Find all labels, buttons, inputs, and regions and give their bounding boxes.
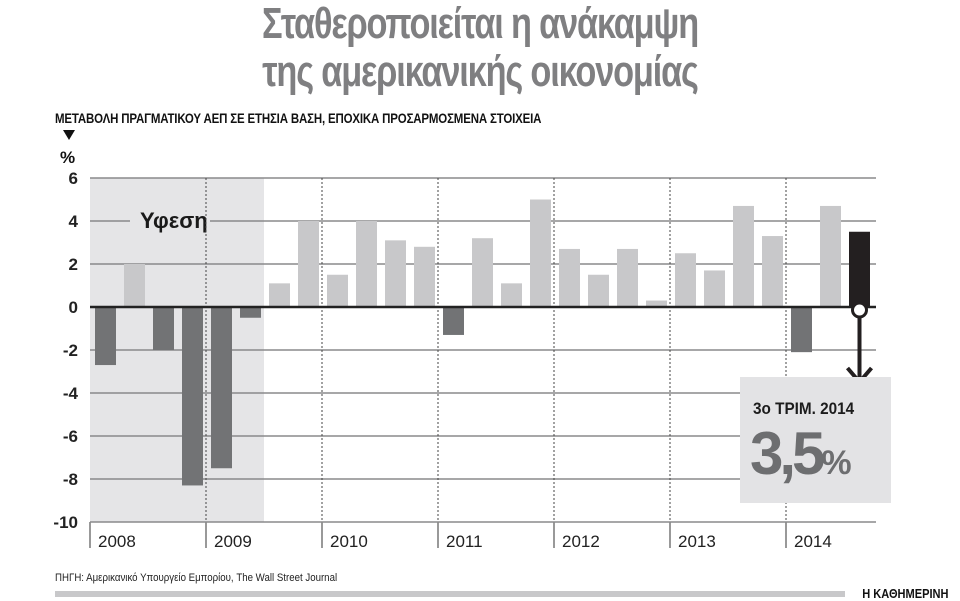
bar-2008-q4	[182, 307, 203, 486]
bar-2013-q2	[704, 270, 725, 307]
bar-2012-q4	[646, 300, 667, 307]
y-tick-label: 4	[69, 212, 79, 231]
footer-divider	[55, 591, 845, 597]
x-year-label: 2014	[794, 532, 832, 551]
bar-2012-q1	[559, 248, 580, 307]
bar-2008-q3	[153, 307, 174, 350]
callout-marker-icon	[851, 301, 868, 319]
x-year-label: 2009	[214, 532, 252, 551]
x-year-label: 2010	[330, 532, 368, 551]
bar-2009-q4	[298, 221, 319, 307]
bar-2008-q2	[124, 264, 145, 307]
callout-value: 3,5%	[750, 420, 852, 494]
callout-box: 3ο ΤΡΙΜ. 2014 3,5%	[740, 377, 891, 503]
bar-2012-q2	[588, 274, 609, 307]
bar-2011-q3	[501, 283, 522, 307]
y-tick-label: 2	[69, 255, 78, 274]
x-year-label: 2013	[678, 532, 716, 551]
x-year-label: 2011	[446, 532, 483, 551]
chart-title-line1: Σταθεροποιείται η ανάκαμψη	[261, 0, 699, 48]
bar-2009-q3	[269, 283, 290, 307]
bar-2013-q4	[762, 236, 783, 307]
bar-2013-q3	[733, 205, 754, 307]
x-year-label: 2012	[562, 532, 600, 551]
bar-2013-q1	[675, 253, 696, 307]
bar-2014-q3	[849, 231, 870, 307]
bar-2010-q1	[327, 274, 348, 307]
y-tick-label: -4	[63, 384, 79, 403]
y-tick-label: 0	[69, 298, 78, 317]
bar-2011-q2	[472, 238, 493, 307]
y-tick-label: -6	[63, 427, 78, 446]
bar-2009-q1	[211, 307, 232, 469]
bar-2010-q2	[356, 221, 377, 307]
y-tick-label: -10	[53, 513, 78, 532]
y-tick-label: -8	[63, 470, 78, 489]
callout-label: 3ο ΤΡΙΜ. 2014	[753, 399, 855, 418]
bar-2010-q4	[414, 246, 435, 307]
brand-logo: Η ΚΑΘΗΜΕΡΙΝΗ	[861, 586, 948, 601]
bar-2014-q1	[791, 307, 812, 353]
y-axis-unit: %	[60, 148, 76, 167]
bar-2010-q3	[385, 240, 406, 307]
x-year-label: 2008	[98, 532, 136, 551]
callout-number: 3,5	[750, 420, 825, 487]
recession-label: Υφεση	[140, 208, 208, 233]
bar-2011-q4	[530, 199, 551, 307]
down-triangle-icon	[63, 130, 75, 140]
callout-unit: %	[821, 444, 851, 482]
y-tick-label: 6	[69, 169, 78, 188]
bar-2008-q1	[95, 307, 116, 366]
source-note: ΠΗΓΗ: Αμερικανικό Υπουργείο Εμπορίου, Th…	[55, 572, 338, 584]
y-tick-label: -2	[63, 341, 78, 360]
chart-subtitle: ΜΕΤΑΒΟΛΗ ΠΡΑΓΜΑΤΙΚΟΥ ΑΕΠ ΣΕ ΕΤΗΣΙΑ ΒΑΣΗ,…	[55, 110, 542, 126]
bar-2009-q2	[240, 307, 261, 318]
bar-2011-q1	[443, 307, 464, 335]
bar-2012-q3	[617, 248, 638, 307]
chart-title-line2: της αμερικανικής οικονομίας	[262, 47, 699, 96]
bar-2014-q2	[820, 205, 841, 307]
